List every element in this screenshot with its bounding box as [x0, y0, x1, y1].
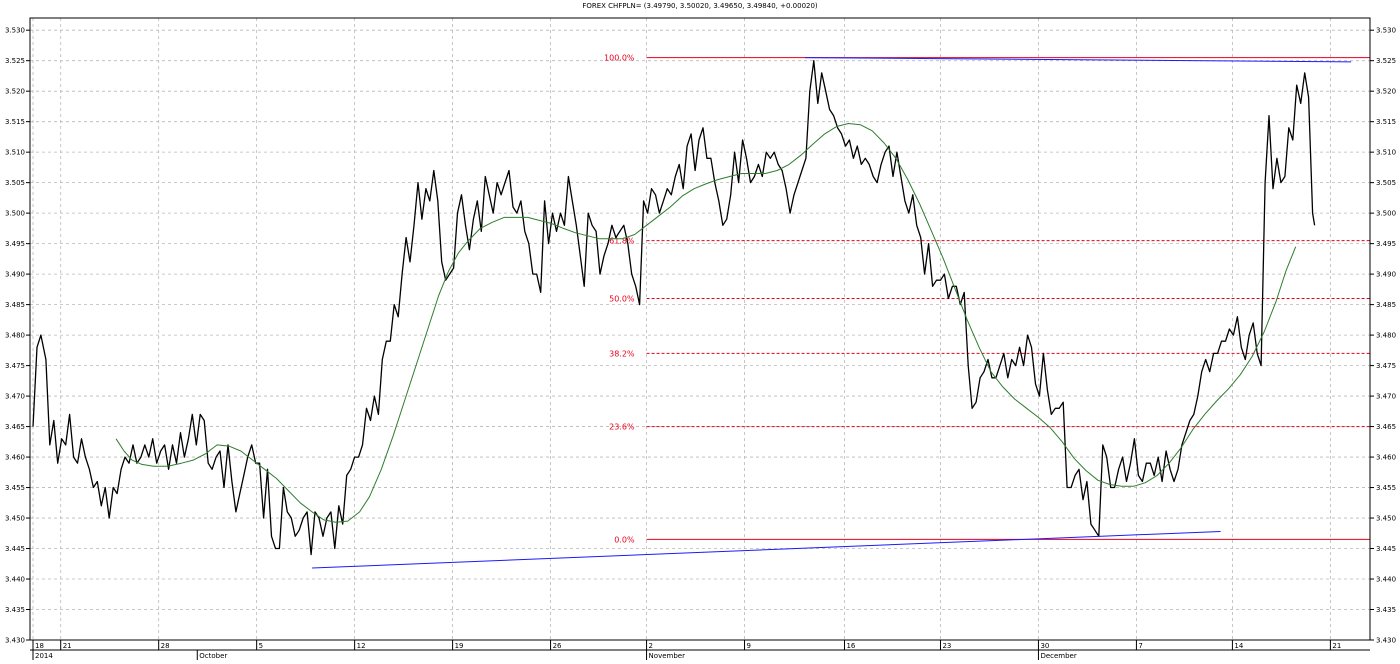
fib-level-label: 61.8% [609, 237, 635, 246]
y-tick-label-left: 3.530 [5, 27, 25, 35]
x-tick-label: 12 [357, 642, 366, 650]
y-tick-label-left: 3.515 [5, 118, 25, 126]
y-tick-label-left: 3.525 [5, 57, 25, 65]
x-tick-label: 18 [35, 642, 44, 650]
y-tick-label-right: 3.495 [1376, 240, 1396, 248]
y-tick-label-right: 3.465 [1376, 423, 1396, 431]
y-tick-label-left: 3.430 [5, 637, 25, 645]
y-tick-label-left: 3.485 [5, 301, 25, 309]
moving-average-line [115, 123, 1297, 523]
fib-level-label: 0.0% [614, 535, 635, 544]
x-tick-label: 5 [259, 642, 263, 650]
x-tick-label: 30 [1040, 642, 1049, 650]
month-label: October [199, 652, 227, 660]
y-tick-label-left: 3.440 [5, 576, 25, 584]
x-tick-label: 2 [649, 642, 653, 650]
y-tick-label-right: 3.515 [1376, 118, 1396, 126]
y-tick-label-right: 3.530 [1376, 27, 1396, 35]
y-tick-label-left: 3.480 [5, 332, 25, 340]
y-tick-label-right: 3.460 [1376, 454, 1396, 462]
y-tick-label-right: 3.445 [1376, 545, 1396, 553]
y-tick-label-right: 3.480 [1376, 332, 1396, 340]
y-tick-label-right: 3.510 [1376, 149, 1396, 157]
x-tick-label: 26 [553, 642, 562, 650]
y-tick-label-left: 3.500 [5, 210, 25, 218]
trendline [312, 530, 1221, 569]
y-tick-label-left: 3.490 [5, 271, 25, 279]
y-tick-label-left: 3.495 [5, 240, 25, 248]
plot-frame [29, 17, 1371, 641]
fibonacci-levels: 100.0% 61.8% 50.0% 38.2% 23.6% 0.0% [604, 54, 1370, 544]
trendline [804, 57, 1352, 63]
x-tick-label: 19 [455, 642, 464, 650]
y-tick-label-right: 3.455 [1376, 484, 1396, 492]
y-tick-label-left: 3.435 [5, 606, 25, 614]
y-tick-label-left: 3.475 [5, 362, 25, 370]
fib-level-label: 38.2% [609, 349, 635, 358]
month-label: 2014 [35, 652, 53, 660]
month-label: December [1040, 652, 1076, 660]
y-tick-label-right: 3.485 [1376, 301, 1396, 309]
y-tick-label-right: 3.435 [1376, 606, 1396, 614]
x-tick-label: 7 [1138, 642, 1142, 650]
fib-level-label: 100.0% [604, 54, 635, 63]
x-tick-label: 28 [161, 642, 170, 650]
series [32, 60, 1316, 556]
y-tick-label-left: 3.445 [5, 545, 25, 553]
month-label: November [649, 652, 686, 660]
y-tick-label-right: 3.520 [1376, 88, 1396, 96]
x-tick-label: 23 [942, 642, 951, 650]
y-tick-label-right: 3.440 [1376, 576, 1396, 584]
y-tick-label-left: 3.520 [5, 88, 25, 96]
y-tick-label-left: 3.510 [5, 149, 25, 157]
price-line [32, 60, 1316, 556]
y-tick-label-left: 3.505 [5, 179, 25, 187]
y-tick-label-right: 3.450 [1376, 515, 1396, 523]
y-tick-label-right: 3.475 [1376, 362, 1396, 370]
y-tick-label-right: 3.470 [1376, 393, 1396, 401]
y-tick-label-right: 3.525 [1376, 57, 1396, 65]
y-tick-label-left: 3.465 [5, 423, 25, 431]
x-tick-label: 21 [63, 642, 72, 650]
chart-title: FOREX CHFPLN= (3.49790, 3.50020, 3.49650… [582, 2, 818, 10]
y-tick-label-right: 3.500 [1376, 210, 1396, 218]
y-tick-label-right: 3.505 [1376, 179, 1396, 187]
x-tick-label: 16 [846, 642, 855, 650]
fib-level-label: 23.6% [609, 423, 635, 432]
axes: 3.430 3.430 3.435 3.435 3.440 3.440 3.445 3.445… [5, 17, 1396, 660]
x-tick-label: 9 [747, 642, 751, 650]
x-tick-label: 14 [1234, 642, 1243, 650]
x-tick-label: 21 [1332, 642, 1341, 650]
y-tick-label-left: 3.460 [5, 454, 25, 462]
y-tick-label-right: 3.430 [1376, 637, 1396, 645]
fib-level-label: 50.0% [609, 295, 635, 304]
trendlines [312, 57, 1352, 569]
y-tick-label-right: 3.490 [1376, 271, 1396, 279]
y-tick-label-left: 3.450 [5, 515, 25, 523]
y-tick-label-left: 3.470 [5, 393, 25, 401]
y-tick-label-left: 3.455 [5, 484, 25, 492]
